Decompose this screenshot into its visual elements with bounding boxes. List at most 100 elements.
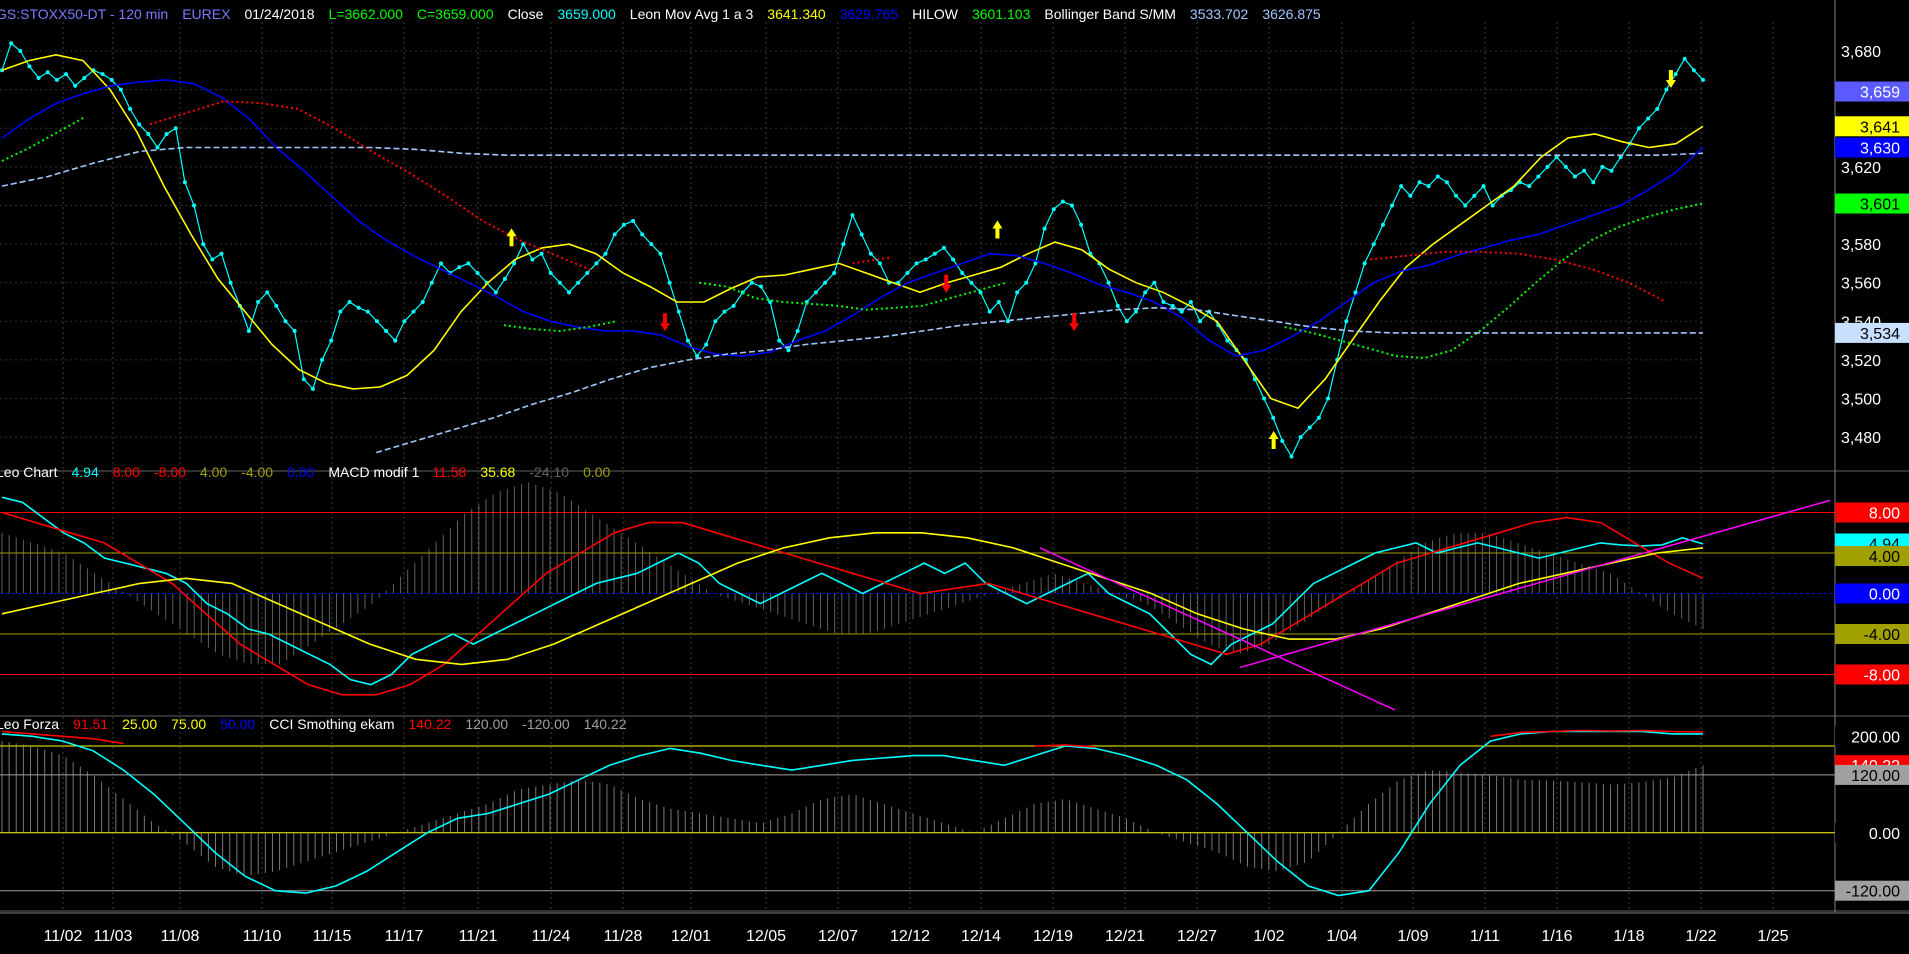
x-tick-label: 12/27 [1177,928,1217,945]
x-tick-label: 1/22 [1685,928,1716,945]
series-bollinger-band-s-mm[interactable] [1,146,1704,187]
close-point [969,280,974,285]
series-cci-smothing-ekam[interactable] [1,730,1703,897]
close-point [329,338,334,343]
close-point [1069,203,1074,208]
series-leo-forza[interactable] [1,729,1704,748]
close-point [109,77,114,82]
close-point [932,251,937,256]
close-point [210,257,215,262]
series-hilow[interactable] [1,115,1704,360]
header-item: 01/24/2018 [244,6,314,22]
close-point [1673,72,1678,77]
close-point [438,261,443,266]
close-point [850,213,855,218]
value-tag-bg [1835,880,1909,901]
close-point [493,290,498,295]
x-tick-label: 12/05 [746,928,786,945]
x-tick-label: 12/21 [1105,928,1145,945]
trendline-up [1239,499,1831,669]
header-item: CCI Smothing ekam [269,716,394,732]
header-item: 140.22 [584,716,627,732]
close-point [1691,68,1696,73]
close-point [1225,338,1230,343]
close-point [73,83,78,88]
close-point [182,180,187,185]
close-point [1198,319,1203,324]
panel-header-p3: Leo Forza 91.51 25.00 75.00 50.00 CCI Smothin… [0,716,627,732]
series-close[interactable] [1,42,1704,458]
close-point [777,338,782,343]
close-point [1444,180,1449,185]
close-point [502,276,507,281]
series-leon-mov-avg-blue[interactable] [1,79,1704,357]
close-point [1454,193,1459,198]
x-tick-label: 11/21 [459,928,498,945]
panel-header-p1: GS:STOXX50-DT - 120 min EUREX 01/24/2018 L=… [0,6,1321,22]
value-tag-bg [1835,583,1909,604]
close-point [1664,87,1669,92]
close-point [1618,155,1623,160]
x-tick-label: 11/08 [161,928,200,945]
close-point [1143,290,1148,295]
close-point [429,280,434,285]
x-tick-label: 1/11 [1470,928,1500,945]
header-item: -8.00 [154,464,186,480]
close-point [631,218,636,223]
header-item: 3659.000 [557,6,616,22]
close-point [1326,396,1331,401]
series-bollinger-band-lower[interactable] [375,306,1703,454]
header-item: Leo Forza [0,716,59,732]
close-point [640,232,645,237]
close-point [1170,303,1175,308]
close-point [676,309,681,314]
x-tick-label: 11/28 [604,928,643,945]
arrow-up [1268,431,1279,450]
series-leo-chart[interactable] [1,496,1704,686]
value-tag-bg [1835,193,1909,214]
close-point [832,271,837,276]
close-point [1124,319,1129,324]
close-point [1536,174,1541,179]
header-item: 3641.340 [767,6,826,22]
close-point [265,290,270,295]
x-tick-label: 12/07 [818,928,858,945]
value-tag-label: -120.00 [1846,884,1900,901]
close-point [1134,309,1138,314]
close-point [155,145,160,150]
value-tag-bg [1835,116,1909,137]
close-point [813,290,818,295]
arrow-down [659,313,670,332]
x-tick-label: 1/18 [1613,928,1644,945]
arrow-up [992,220,1003,239]
close-point [201,242,206,247]
close-point [1408,193,1413,198]
close-point [173,126,178,131]
close-point [951,257,956,262]
histograms [1,482,1704,876]
header-item: 4.94 [71,464,98,480]
close-point [402,319,407,324]
close-point [100,72,105,77]
close-point [82,76,87,80]
series-macd-modif-1[interactable] [1,511,1704,696]
series-lines[interactable] [0,41,1831,897]
close-point [530,257,535,262]
x-tick-label: 1/09 [1397,928,1428,945]
close-point [1636,126,1641,131]
close-point [594,261,599,266]
close-point [1682,56,1687,61]
close-point [759,284,764,289]
close-point [795,328,800,333]
header-item: 3626.875 [1262,6,1321,22]
close-point [512,261,517,266]
close-point [466,261,471,266]
close-point [1042,226,1047,231]
series-hilow-upper[interactable] [149,100,1667,303]
close-point [384,328,389,333]
close-point [228,280,233,285]
close-point [1655,106,1660,111]
close-point [1545,164,1550,169]
series-leon-mov-avg-1-a-3[interactable] [1,53,1704,410]
